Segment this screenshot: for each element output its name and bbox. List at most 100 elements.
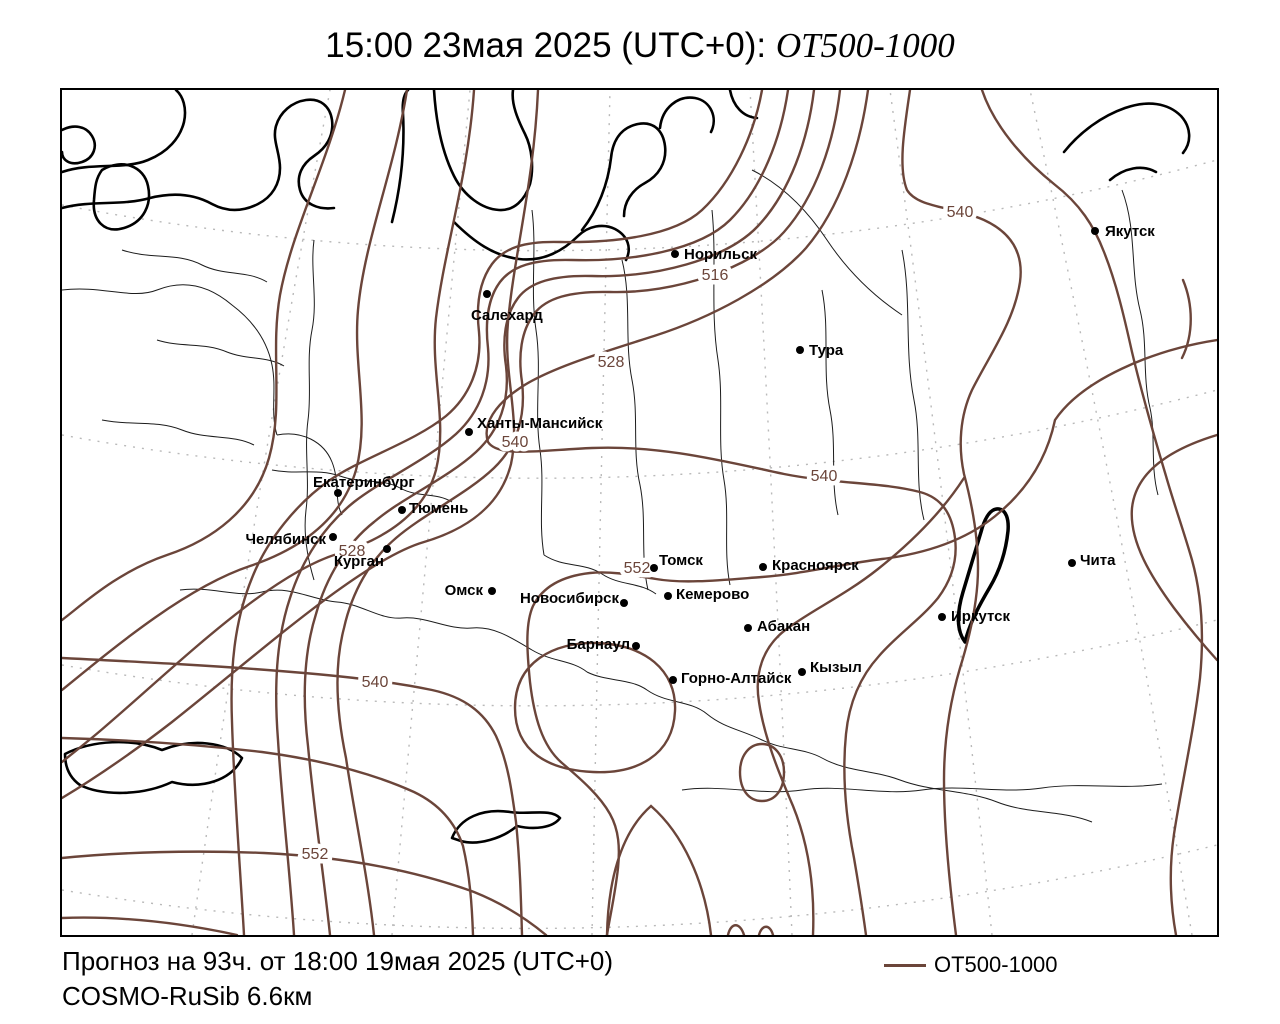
thickness-contour	[738, 742, 786, 803]
coastline	[1062, 102, 1191, 155]
thickness-contour	[1130, 433, 1217, 662]
thickness-contour	[756, 476, 966, 935]
graticule-line	[62, 619, 1217, 707]
contour-value-label: 516	[702, 267, 729, 284]
city-dot	[798, 668, 806, 676]
legend: OT500-1000	[884, 952, 1058, 978]
city-dot	[938, 613, 946, 621]
thickness-contour	[757, 925, 775, 935]
city-label: Барнаул	[567, 636, 630, 653]
thickness-contour	[230, 90, 764, 935]
city-dot	[671, 250, 679, 258]
thickness-contour	[62, 90, 409, 692]
graticule-line	[62, 844, 1217, 930]
coastline	[62, 90, 187, 174]
admin-border	[621, 259, 649, 591]
city-dot	[483, 290, 491, 298]
contour-value-label: 552	[302, 846, 329, 863]
coastline	[62, 98, 336, 212]
city-label: Екатеринбург	[313, 474, 415, 491]
admin-border	[276, 433, 343, 516]
city-dot	[650, 564, 658, 572]
model-info-line: COSMO-RuSib 6.6км	[62, 981, 313, 1011]
legend-label: OT500-1000	[934, 952, 1058, 977]
city-label: Челябинск	[245, 531, 326, 548]
contour-value-label: 540	[811, 468, 838, 485]
thickness-contour	[62, 736, 475, 935]
admin-border	[586, 671, 1093, 823]
city-dot	[1091, 227, 1099, 235]
coastline	[390, 90, 410, 224]
admin-border	[1121, 189, 1159, 496]
city-label: Иркутск	[951, 608, 1010, 625]
city-label: Горно-Алтайск	[681, 670, 792, 687]
city-label: Кемерово	[676, 586, 749, 603]
map-frame: 540 516 528 540 540 528 552 540 552 Норильск Якутс…	[60, 88, 1219, 937]
title-field-name: OT500-1000	[775, 26, 955, 65]
city-label: Томск	[659, 552, 703, 569]
city-label: Тура	[809, 342, 844, 359]
graticule-line	[1029, 90, 1193, 935]
coastline	[62, 125, 96, 165]
city-dot	[329, 533, 337, 541]
coastline	[658, 96, 715, 134]
city-dot	[759, 563, 767, 571]
title-datetime: 15:00 23мая 2025 (UTC+0):	[325, 26, 776, 65]
coastline	[432, 90, 534, 212]
thickness-contour	[303, 90, 816, 935]
city-label: Салехард	[471, 307, 543, 324]
thickness-contour	[485, 90, 957, 935]
city-label: Курган	[334, 553, 384, 570]
city-dot	[465, 428, 473, 436]
graticule-line	[749, 90, 793, 935]
thickness-contour	[62, 90, 540, 800]
city-dot	[744, 624, 752, 632]
city-dot	[664, 592, 672, 600]
city-label: Норильск	[684, 246, 757, 263]
city-label: Тюмень	[409, 500, 468, 517]
admin-border	[711, 209, 731, 586]
city-label: Кызыл	[810, 659, 862, 676]
admin-border	[531, 209, 545, 556]
admin-border	[62, 284, 278, 436]
city-label: Якутск	[1105, 223, 1155, 240]
contour-value-label: 540	[947, 204, 974, 221]
contour-value-label: 528	[598, 354, 625, 371]
admin-border	[681, 783, 1163, 793]
forecast-info-line: Прогноз на 93ч. от 18:00 19мая 2025 (UTC…	[62, 946, 614, 976]
city-label: Абакан	[757, 618, 810, 635]
city-dot	[669, 676, 677, 684]
thickness-contour	[605, 804, 713, 935]
thickness-contour	[526, 338, 1217, 935]
contour-value-label: 540	[502, 434, 529, 451]
city-label: Красноярск	[772, 557, 859, 574]
thickness-contour	[513, 641, 677, 774]
admin-border	[901, 249, 925, 521]
admin-border	[101, 419, 255, 446]
admin-border	[543, 554, 657, 595]
coastline	[728, 90, 759, 120]
admin-border	[121, 249, 268, 283]
coastline	[1108, 166, 1158, 182]
city-label: Чита	[1080, 552, 1116, 569]
thickness-contour	[62, 850, 548, 935]
thickness-contour	[901, 90, 1022, 935]
graticule-line	[62, 159, 1217, 252]
city-label: Омск	[445, 582, 484, 599]
forecast-map: 540516528540540528552540552НорильскЯкутс…	[62, 90, 1217, 935]
city-dot	[632, 642, 640, 650]
graticule-line	[591, 90, 611, 935]
city-dot	[398, 506, 406, 514]
page-title: 15:00 23мая 2025 (UTC+0): OT500-1000	[0, 26, 1280, 66]
city-label: Новосибирск	[520, 590, 620, 607]
city-dot	[383, 545, 391, 553]
city-dot	[488, 587, 496, 595]
graticule-line	[191, 90, 331, 935]
contour-value-label: 540	[362, 674, 389, 691]
contour-value-label: 552	[624, 560, 651, 577]
thickness-contour	[62, 656, 524, 935]
coastline	[92, 163, 151, 231]
coastline	[956, 507, 1010, 644]
thickness-contour	[62, 90, 347, 622]
city-label: Ханты-Мансийск	[477, 415, 603, 432]
